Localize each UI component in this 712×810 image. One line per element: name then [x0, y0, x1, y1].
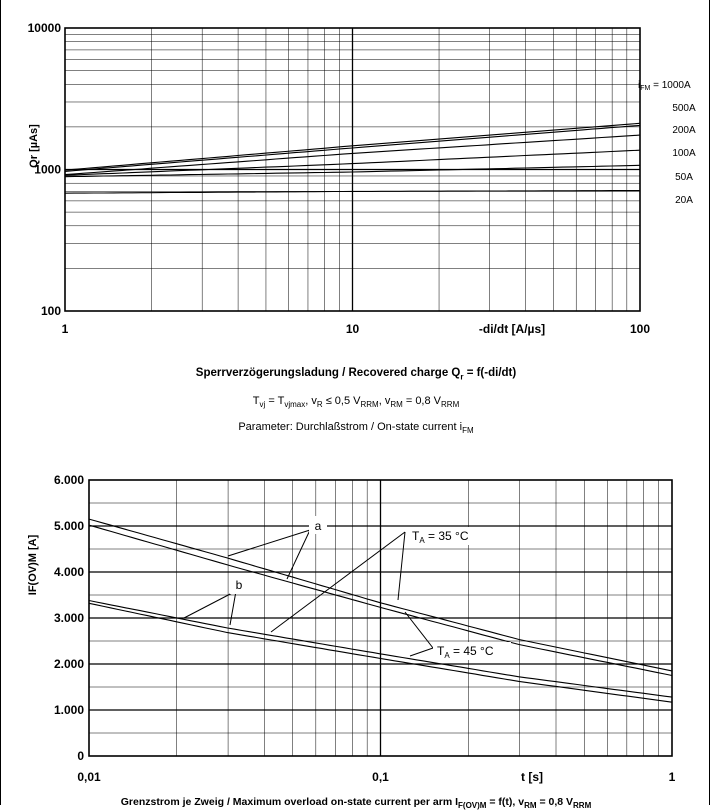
chart1-series-label: 50A: [675, 172, 693, 183]
chart2-annotation-a: a: [315, 519, 322, 533]
chart2-xtick: 1: [669, 770, 676, 784]
chart2-label-bg: [433, 642, 511, 660]
chart2-annotation-ta35: TA = 35 °C: [412, 529, 469, 545]
chart1-xlabel: -di/dt [A/µs]: [479, 322, 545, 336]
chart1-series-line: [64, 164, 641, 178]
chart1: 1 10 100 100 1000 10000 -di/dt [A/µs] Qr [µAs] i…: [28, 21, 696, 336]
chart1-ytick: 1000: [34, 163, 61, 177]
chart2-leader-line: [183, 590, 237, 619]
chart2-ylabel: IF(OV)M [A]: [27, 534, 39, 595]
chart2-ytick: 3.000: [54, 611, 84, 625]
chart2-title: Grenzstrom je Zweig / Maximum overload o…: [120, 796, 592, 810]
chart2-leader-line: [227, 529, 311, 557]
chart2-label-bg: [309, 516, 327, 534]
chart1-xtick: 10: [346, 322, 360, 336]
chart1-ytick: 100: [41, 304, 61, 318]
chart1-series-line: [64, 122, 641, 171]
chart1-series-line: [64, 149, 641, 176]
chart1-series-line: [64, 134, 641, 176]
chart1-series-label: 500A: [672, 103, 696, 114]
chart1-ytick: 10000: [28, 21, 62, 35]
chart1-series-label: 20A: [675, 195, 693, 206]
chart1-series-line: [64, 189, 641, 194]
chart2-annotation-b: b: [236, 578, 243, 592]
chart2-leader-line: [397, 531, 406, 601]
chart2-annotation-ta45: TA = 45 °C: [437, 644, 494, 660]
chart2-ytick: 0: [77, 749, 84, 763]
chart1-xtick: 1: [62, 322, 69, 336]
chart2-ytick: 1.000: [54, 703, 84, 717]
chart2-series-line: [88, 599, 673, 698]
chart2-leader-line: [404, 611, 434, 649]
chart1-conditions: Tvj = Tvjmax, vR ≤ 0,5 VRRM, vRM = 0,8 V…: [252, 395, 460, 410]
chart1-parameter: Parameter: Durchlaßstrom / On-state curr…: [238, 421, 474, 436]
chart2-leader-line: [229, 590, 237, 626]
chart2-ytick: 4.000: [54, 565, 84, 579]
chart2-series-line: [88, 518, 673, 672]
chart1-ylabel: Qr [µAs]: [28, 124, 40, 168]
chart1-title: Sperrverzögerungsladung / Recovered char…: [195, 367, 517, 382]
chart1-series-label: iFM = 1000A: [638, 80, 691, 92]
chart2-label-bg: [408, 527, 486, 545]
chart2-leader-line: [286, 529, 311, 580]
chart1-series-label: 200A: [672, 125, 696, 136]
chart2-xtick: 0,01: [77, 770, 101, 784]
chart2-ytick: 6.000: [54, 473, 84, 487]
chart2-leader-line: [409, 647, 434, 657]
chart2-label-bg: [230, 576, 248, 594]
chart2-series-line: [88, 602, 673, 703]
chart1-plot-area: [64, 27, 641, 312]
chart1-series-label: 100A: [672, 148, 696, 159]
chart2: 0,01 0,1 1 0 1.000 2.000 3.000 4.000 5.000 6.000 t…: [27, 473, 676, 784]
chart1-series-line: [64, 124, 641, 172]
chart2-series-line: [88, 524, 673, 677]
chart2-leader-line: [270, 531, 406, 633]
chart2-plot-area: [88, 479, 673, 757]
chart2-xtick: 0,1: [372, 770, 389, 784]
chart2-ytick: 2.000: [54, 657, 84, 671]
chart2-xlabel: t [s]: [521, 770, 543, 784]
chart1-xtick: 100: [630, 322, 650, 336]
chart2-ytick: 5.000: [54, 519, 84, 533]
